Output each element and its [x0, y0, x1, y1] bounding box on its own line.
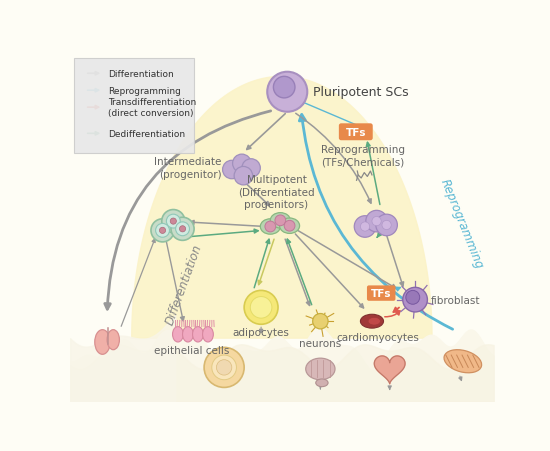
FancyBboxPatch shape — [74, 59, 194, 154]
Circle shape — [275, 216, 286, 226]
Circle shape — [170, 219, 177, 225]
Circle shape — [156, 224, 169, 238]
Polygon shape — [375, 356, 405, 384]
Text: TFs: TFs — [345, 128, 366, 138]
Text: Differentiation: Differentiation — [163, 243, 205, 327]
Circle shape — [250, 297, 272, 318]
Text: Intermediate
(progenitor): Intermediate (progenitor) — [155, 156, 222, 179]
Circle shape — [217, 360, 232, 375]
Ellipse shape — [107, 330, 119, 350]
Ellipse shape — [368, 318, 381, 325]
Ellipse shape — [192, 327, 204, 342]
FancyBboxPatch shape — [367, 286, 395, 301]
Ellipse shape — [95, 330, 110, 354]
Circle shape — [273, 77, 295, 99]
Circle shape — [171, 218, 194, 241]
Text: Dedifferentiation: Dedifferentiation — [108, 129, 185, 138]
Circle shape — [360, 222, 370, 232]
Circle shape — [284, 221, 295, 232]
Text: Pluripotent SCs: Pluripotent SCs — [314, 86, 409, 99]
Circle shape — [160, 228, 166, 234]
Ellipse shape — [173, 327, 183, 342]
Ellipse shape — [306, 359, 335, 380]
Ellipse shape — [444, 350, 482, 373]
Text: cardiomyocytes: cardiomyocytes — [337, 332, 420, 342]
Ellipse shape — [360, 315, 383, 328]
Circle shape — [372, 217, 381, 226]
Circle shape — [406, 291, 420, 304]
Text: adipocytes: adipocytes — [233, 327, 289, 338]
Text: fibroblast: fibroblast — [431, 295, 480, 305]
Circle shape — [382, 221, 391, 230]
Circle shape — [204, 348, 244, 387]
Ellipse shape — [260, 219, 280, 235]
Circle shape — [403, 288, 427, 312]
Text: Reprogramming: Reprogramming — [437, 176, 485, 270]
Circle shape — [354, 216, 376, 238]
Text: neurons: neurons — [299, 338, 342, 348]
Text: epithelial cells: epithelial cells — [154, 345, 229, 355]
Circle shape — [162, 210, 185, 233]
Circle shape — [179, 226, 186, 232]
Circle shape — [366, 211, 387, 232]
Circle shape — [223, 161, 241, 179]
Ellipse shape — [316, 379, 328, 387]
Circle shape — [151, 219, 174, 242]
Circle shape — [242, 159, 260, 178]
Text: Reprogramming: Reprogramming — [108, 87, 181, 96]
Circle shape — [376, 215, 397, 236]
Circle shape — [244, 291, 278, 325]
Text: Transdifferentiation
(direct conversion): Transdifferentiation (direct conversion) — [108, 98, 196, 118]
Circle shape — [265, 221, 276, 232]
Text: Multipotent
(Differentiated
progenitors): Multipotent (Differentiated progenitors) — [238, 175, 315, 209]
Circle shape — [167, 215, 180, 229]
Circle shape — [267, 73, 307, 112]
Circle shape — [233, 155, 251, 173]
Polygon shape — [132, 77, 432, 338]
Circle shape — [212, 355, 236, 380]
Text: Differentiation: Differentiation — [108, 69, 174, 78]
Ellipse shape — [279, 219, 300, 234]
FancyBboxPatch shape — [339, 124, 373, 141]
Circle shape — [234, 167, 252, 185]
Ellipse shape — [183, 327, 194, 342]
Text: Reprogramming
(TFs/Chemicals): Reprogramming (TFs/Chemicals) — [321, 145, 405, 167]
Text: TFs: TFs — [371, 289, 392, 299]
Circle shape — [312, 314, 328, 329]
Circle shape — [175, 222, 189, 236]
Ellipse shape — [202, 327, 213, 342]
Ellipse shape — [271, 213, 290, 229]
